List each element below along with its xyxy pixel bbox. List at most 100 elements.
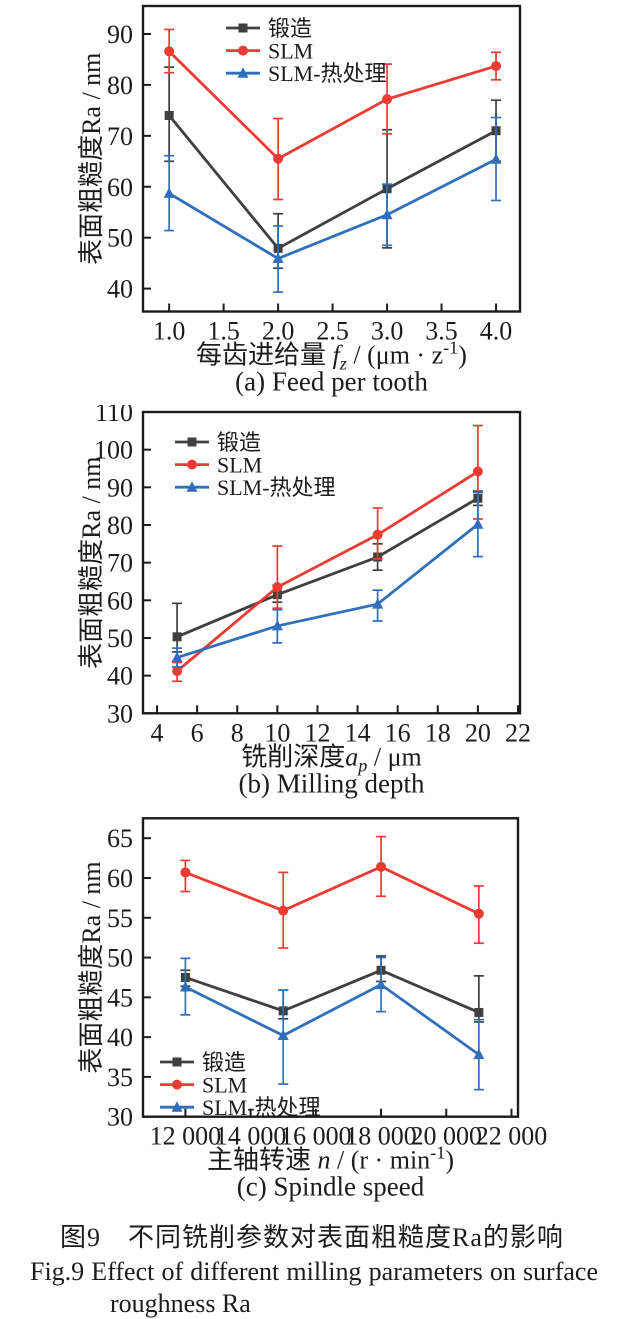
y-tick-label: 30 [107,699,133,728]
plot-frame [141,4,522,313]
legend-label: SLM-热处理 [268,61,387,86]
series-forged-line [168,114,497,251]
legend-marker [187,437,197,447]
y-tick-label: 90 [107,473,133,502]
square-marker [474,1007,484,1017]
legend-marker [238,23,248,33]
circle-marker [473,908,484,919]
x-tick-label: 4.0 [480,317,513,346]
triangle-marker [271,619,283,631]
x-tick-label: 2.0 [262,317,295,346]
series-slm-ht-markers [163,153,502,264]
x-axis-title: 铣削深度ap / μm [241,742,422,775]
series-slm-errorbars [164,28,502,201]
series-slm-line [176,470,479,673]
circle-marker [172,666,183,677]
series-forged-errorbars [172,490,483,653]
legend-marker [171,1101,183,1112]
x-tick-label: 6 [191,718,204,747]
x-axis-title: 主轴转速 n / (r · min-1) [207,1143,454,1175]
square-marker [164,110,174,120]
y-tick-label: 80 [107,71,133,100]
x-tick-label: 1.5 [207,317,240,346]
series-forged-line [184,968,480,1014]
legend-label: 锻造 [268,16,312,41]
series-slm-ht-markers [171,518,484,663]
y-axis: 40 50 60 70 80 90 [107,20,151,304]
y-tick-label: 110 [95,405,133,427]
circle-marker [491,61,502,72]
triangle-marker [163,187,175,198]
y-tick-label: 55 [107,904,133,933]
series-slm-markers [164,46,502,164]
x-tick-label: 14 000 [215,1122,287,1151]
y-tick-label: 30 [107,1103,133,1132]
legend-marker [238,45,248,56]
x-tick-label: 2.5 [316,317,349,346]
y-axis: 30 35 40 45 50 55 60 65 [107,824,151,1132]
legend-label: SLM [202,1073,247,1098]
x-axis: 4 6 8 10 12 14 16 18 20 22 [151,705,531,747]
legend-marker [237,67,249,78]
triangle-marker [473,1048,485,1060]
series-slm-ht-line [176,523,479,659]
y-tick-label: 50 [107,944,133,973]
y-tick-label: 40 [107,662,133,691]
triangle-marker [381,208,393,220]
series-slm-line [184,865,480,916]
y-axis: 30 40 50 60 70 80 90 100 110 [94,405,151,728]
triangle-marker [171,651,183,663]
y-tick-label: 35 [107,1063,133,1092]
legend-label: 锻造 [202,1050,246,1075]
circle-marker [376,861,387,872]
series-slm-ht-errorbars [172,491,483,668]
chart-feed-per-tooth: 1.0 1.5 2.0 2.5 3.0 3.5 4.0 40 50 60 70 80 90表面粗糙度Ra… [77,4,522,397]
caption-english-line2: roughness Ra [110,1289,251,1318]
legend-marker [186,481,198,492]
triangle-marker [372,598,384,609]
series-forged-line [176,497,479,639]
y-axis-title: 表面粗糙度Ra / nm [77,861,106,1073]
figure-caption: 图9 不同铣削参数对表面粗糙度Ra的影响 Fig.9 Effect of dif… [0,1221,624,1319]
series-forged-errorbars [180,955,484,1023]
series-slm-ht-line [184,982,480,1056]
circle-marker [278,905,289,916]
legend-label: 锻造 [217,430,261,455]
y-tick-label: 60 [107,864,133,893]
series-slm-ht-errorbars [164,116,502,294]
x-tick-label: 12 [304,718,330,747]
x-axis: 1.0 1.5 2.0 2.5 3.0 3.5 4.0 [153,303,513,346]
circle-marker [372,529,383,540]
y-tick-label: 40 [107,1023,133,1052]
legend-label: SLM-热处理 [202,1095,321,1120]
circle-marker [164,46,175,57]
x-tick-label: 18 000 [345,1122,417,1151]
x-tick-label: 4 [151,718,164,747]
series-slm-markers [172,466,483,677]
x-tick-label: 14 [345,718,371,747]
series-slm-errorbars [180,835,484,949]
y-tick-label: 90 [107,20,133,49]
circle-marker [272,582,283,593]
legend-marker [172,1079,182,1090]
x-tick-label: 1.0 [153,317,186,346]
triangle-marker [490,153,502,164]
subplot-caption: (b) Milling depth [239,768,425,798]
y-tick-label: 70 [107,122,133,151]
legend-label: SLM [217,453,262,478]
triangle-marker [277,1029,289,1041]
y-tick-label: 60 [107,173,133,202]
x-tick-label: 8 [231,718,244,747]
caption-chinese: 图9 不同铣削参数对表面粗糙度Ra的影响 [60,1223,564,1252]
subplot-caption: (a) Feed per tooth [235,367,428,397]
legend-label: SLM-热处理 [217,475,336,500]
triangle-marker [375,978,387,990]
caption-english-line1: Fig.9 Effect of different milling parame… [30,1257,598,1286]
series-slm-ht-line [168,158,497,261]
